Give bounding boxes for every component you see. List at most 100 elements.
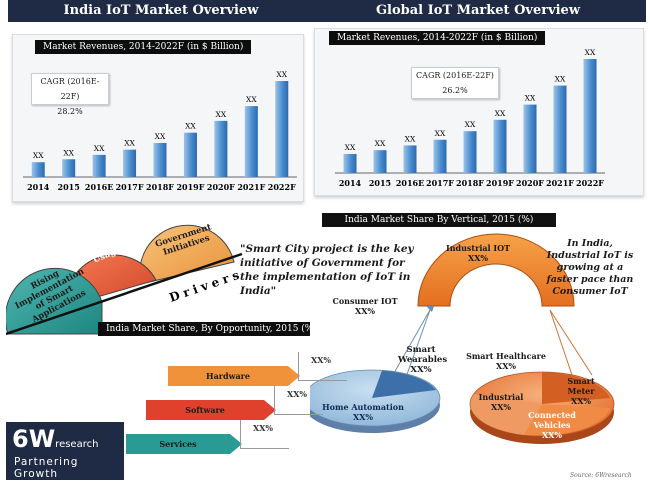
arrow-tip-icon — [230, 434, 242, 454]
global-bar — [433, 139, 447, 173]
global-tick-label: 2022F — [576, 178, 604, 188]
india-bar — [275, 81, 289, 177]
opportunity-label: Hardware — [168, 366, 288, 386]
india-cagr-value: 28.2% — [57, 107, 83, 116]
industrial-iot-label: Industrial IOT XX% — [445, 243, 511, 263]
opportunity-label: Services — [126, 434, 230, 454]
global-data-label: XX — [465, 120, 476, 129]
global-data-label: XX — [495, 109, 506, 118]
global-data-label: XX — [435, 129, 446, 138]
india-data-label: XX — [276, 70, 287, 79]
global-bar — [403, 145, 417, 173]
india-tick-label: 2022F — [268, 182, 296, 192]
smart-meter-slice — [542, 372, 610, 404]
global-bar — [523, 104, 537, 173]
global-banner: Global IoT Market Overview — [310, 0, 646, 22]
source-note: Source: 6Wresearch — [570, 472, 632, 479]
logo-brand-suffix: research — [55, 439, 99, 450]
global-bar — [583, 59, 597, 173]
india-bar — [92, 154, 106, 177]
global-data-label: XX — [345, 143, 356, 152]
global-tick-label: 2018F — [456, 178, 484, 188]
india-tick-label: 2016E — [85, 182, 113, 192]
global-bar — [463, 131, 477, 173]
india-bar — [31, 162, 45, 177]
global-revenue-chart: XX 2014 XX 2015 XX 2016E XX 2017F XX 2018F XX 2019F… — [335, 48, 605, 188]
india-banner: India IoT Market Overview — [8, 0, 314, 22]
drivers-line — [6, 252, 243, 336]
connected-vehicles-label: Connected Vehicles XX% — [528, 410, 576, 440]
india-revenue-panel: Market Revenues, 2014-2022F (in $ Billio… — [12, 34, 304, 202]
global-data-label: XX — [525, 94, 536, 103]
india-bar — [62, 159, 76, 177]
india-bar — [153, 143, 167, 177]
global-tick-label: 2016E — [396, 178, 424, 188]
india-bar — [183, 132, 197, 177]
global-tick-label: 2020F — [516, 178, 544, 188]
global-cagr-box: CAGR (2016E-22F) 26.2% — [411, 67, 499, 99]
opportunity-value: XX% — [274, 386, 323, 415]
opportunity-title: India Market Share, By Opportunity, 2015… — [98, 322, 317, 336]
india-tick-label: 2014 — [27, 182, 50, 192]
opportunity-value: XX% — [240, 420, 289, 449]
global-tick-label: 2015 — [369, 178, 391, 188]
global-bar — [493, 119, 507, 173]
india-bar — [123, 149, 137, 177]
industrial-growth-note: In India, Industrial IoT is growing at a… — [546, 238, 634, 297]
smart-meter-label: Smart Meter XX% — [567, 376, 595, 406]
smart-wearables-slice — [372, 370, 436, 398]
opportunity-value: XX% — [298, 352, 347, 381]
global-tick-label: 2017F — [426, 178, 454, 188]
india-revenue-title: Market Revenues, 2014-2022F (in $ Billio… — [35, 40, 252, 54]
industrial-iot-arch — [417, 233, 575, 307]
india-data-label: XX — [33, 151, 44, 160]
logo-brand: 6W — [12, 425, 56, 453]
global-data-label: XX — [555, 75, 566, 84]
industrial-label: Industrial XX% — [478, 392, 524, 412]
india-cagr-box: CAGR (2016E-22F) 28.2% — [31, 73, 109, 116]
global-data-label: XX — [405, 134, 416, 143]
industrial-slice — [470, 394, 542, 435]
connected-vehicles-slice — [524, 404, 610, 436]
global-bar — [373, 150, 387, 173]
india-tick-label: 2015 — [58, 182, 80, 192]
india-cagr-label: CAGR (2016E-22F) — [40, 77, 100, 101]
india-data-label: XX — [185, 122, 196, 131]
consumer-iot-label: Consumer IOT XX% — [332, 296, 398, 316]
global-revenue-title: Market Revenues, 2014-2022F (in $ Billio… — [329, 31, 546, 45]
india-tick-label: 2018F — [146, 182, 174, 192]
opportunity-label: Software — [146, 400, 264, 420]
arrow-tip-icon — [264, 400, 276, 420]
india-bar — [214, 120, 228, 177]
driver-circle-government — [139, 224, 235, 285]
india-revenue-chart: XX 2014 XX 2015 XX 2016E XX 2017F XX 2018F XX 2019F… — [23, 70, 297, 192]
vertical-title: India Market Share By Vertical, 2015 (%) — [322, 213, 556, 227]
india-data-label: XX — [216, 110, 227, 119]
india-tick-label: 2021F — [237, 182, 265, 192]
logo-tagline: Partnering Growth — [14, 456, 79, 480]
global-tick-label: 2019F — [486, 178, 514, 188]
global-cagr-label: CAGR (2016E-22F) — [416, 71, 494, 80]
global-bar — [553, 85, 567, 173]
india-tick-label: 2020F — [207, 182, 235, 192]
global-cagr-value: 26.2% — [442, 86, 468, 95]
drivers-graphic: Drivers GovernmentInitiatives InternetUs… — [6, 222, 245, 336]
india-tick-label: 2017F — [116, 182, 144, 192]
company-logo: 6Wresearch Partnering Growth — [6, 422, 124, 480]
global-tick-label: 2021F — [546, 178, 574, 188]
global-data-label: XX — [585, 48, 596, 57]
global-tick-label: 2014 — [339, 178, 362, 188]
smart-city-quote: "Smart City project is the key initiativ… — [240, 243, 414, 297]
india-tick-label: 2019F — [176, 182, 204, 192]
global-data-label: XX — [375, 139, 386, 148]
vertical-share-graphic — [310, 233, 615, 444]
india-data-label: XX — [155, 132, 166, 141]
consumer-iot-arch — [426, 306, 434, 312]
arrow-tip-icon — [288, 366, 300, 386]
smart-wearables-label: Smart Wearables XX% — [398, 345, 448, 375]
india-data-label: XX — [124, 139, 135, 148]
global-revenue-panel: Market Revenues, 2014-2022F (in $ Billio… — [314, 28, 644, 196]
driver-circle-rising — [6, 267, 103, 335]
india-data-label: XX — [94, 144, 105, 153]
india-data-label: XX — [246, 95, 257, 104]
